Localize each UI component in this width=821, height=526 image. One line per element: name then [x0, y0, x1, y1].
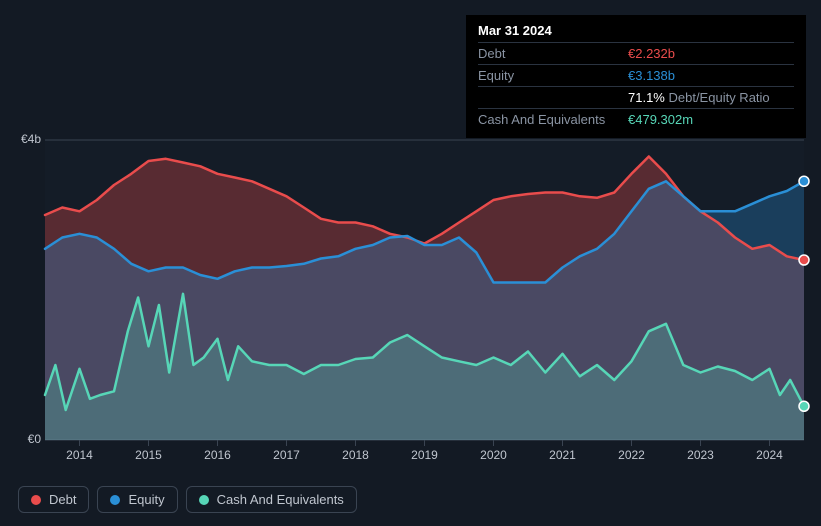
legend-dot-icon [110, 495, 120, 505]
x-axis-label: 2024 [750, 448, 790, 462]
x-axis-label: 2023 [681, 448, 721, 462]
x-axis-label: 2016 [198, 448, 238, 462]
legend-label: Cash And Equivalents [217, 492, 344, 507]
legend-item-equity[interactable]: Equity [97, 486, 177, 513]
x-axis-label: 2021 [543, 448, 583, 462]
x-axis-label: 2022 [612, 448, 652, 462]
legend-label: Equity [128, 492, 164, 507]
x-axis-label: 2019 [405, 448, 445, 462]
y-axis-label: €4b [1, 132, 41, 146]
legend-item-debt[interactable]: Debt [18, 486, 89, 513]
legend-label: Debt [49, 492, 76, 507]
chart-legend: Debt Equity Cash And Equivalents [18, 486, 357, 513]
legend-dot-icon [199, 495, 209, 505]
x-axis-label: 2015 [129, 448, 169, 462]
x-axis-label: 2020 [474, 448, 514, 462]
legend-dot-icon [31, 495, 41, 505]
x-axis-label: 2018 [336, 448, 376, 462]
y-axis-label: €0 [1, 432, 41, 446]
legend-item-cash[interactable]: Cash And Equivalents [186, 486, 357, 513]
x-axis-label: 2017 [267, 448, 307, 462]
x-axis-label: 2014 [60, 448, 100, 462]
